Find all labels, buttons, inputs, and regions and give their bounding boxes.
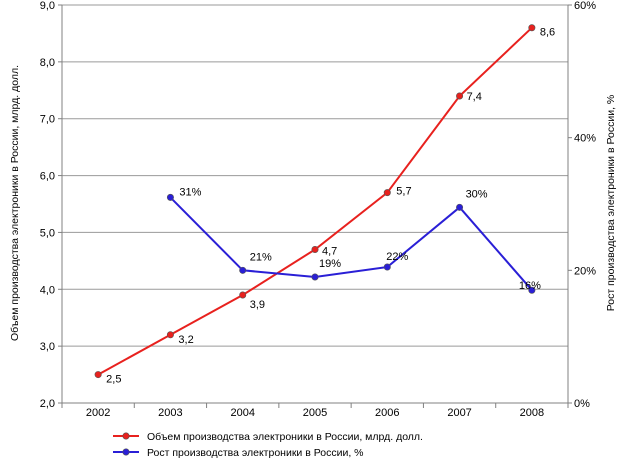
x-tick-label: 2002: [86, 407, 110, 419]
x-tick-label: 2003: [158, 407, 182, 419]
x-tick-label: 2008: [520, 407, 544, 419]
data-label: 2,5: [106, 374, 121, 386]
data-label: 31%: [179, 186, 201, 198]
data-label: 4,7: [322, 245, 337, 257]
left-axis-title: Объем производства электроники в России,…: [9, 65, 21, 341]
series-2-point: [383, 263, 391, 271]
data-labels: 2,5 3,2 3,9 4,7 5,7 7,4 8,6 31% 21% 19% 22% 30% 16%: [106, 27, 555, 386]
right-axis-title: Рост производства электроники в России, …: [605, 95, 617, 312]
legend: Объем производства электроники в России,…: [113, 431, 423, 458]
x-tick-label: 2005: [303, 407, 327, 419]
left-tick-label: 9,0: [40, 0, 55, 12]
series-1-point: [456, 92, 464, 100]
series-line-2: [169, 196, 533, 291]
series-1-point: [166, 331, 174, 339]
series-2-point: [239, 266, 247, 274]
left-tick-label: 6,0: [40, 171, 55, 183]
data-label: 5,7: [396, 186, 411, 198]
left-tick-label: 8,0: [40, 57, 55, 69]
data-label: 8,6: [540, 27, 555, 39]
right-tick-label: 60%: [574, 0, 596, 12]
left-tick-label: 7,0: [40, 114, 55, 126]
data-label: 30%: [466, 188, 488, 200]
x-tick-label: 2004: [230, 407, 254, 419]
axes: [58, 4, 572, 408]
series-1-point: [528, 24, 536, 32]
series-2-point: [311, 273, 319, 281]
left-tick-label: 5,0: [40, 227, 55, 239]
left-axis-ticks: 2,0 3,0 4,0 5,0 6,0 7,0 8,0 9,0: [40, 0, 55, 410]
x-tick-label: 2006: [375, 407, 399, 419]
legend-swatch-marker: [122, 448, 130, 456]
legend-label: Объем производства электроники в России,…: [147, 431, 423, 443]
x-axis-ticks: 2002 2003 2004 2005 2006 2007 2008: [86, 407, 544, 419]
legend-swatch-marker: [122, 432, 130, 440]
series-2-point: [456, 203, 464, 211]
right-axis-ticks: 0% 20% 40% 60%: [574, 0, 596, 410]
data-label: 21%: [250, 251, 272, 263]
right-tick-label: 20%: [574, 265, 596, 277]
legend-label: Рост производства электроники в России, …: [147, 447, 364, 458]
series-1-point: [94, 371, 102, 379]
series-1-point: [383, 189, 391, 197]
right-tick-label: 0%: [574, 398, 590, 410]
left-tick-label: 2,0: [40, 398, 55, 410]
right-tick-label: 40%: [574, 133, 596, 145]
data-label: 3,2: [178, 334, 193, 346]
data-label: 7,4: [467, 91, 482, 103]
series-line-1: [97, 26, 533, 376]
series-2-point: [166, 193, 174, 201]
data-label: 19%: [319, 258, 341, 270]
left-tick-label: 4,0: [40, 284, 55, 296]
series-2-point: [528, 286, 536, 294]
left-tick-label: 3,0: [40, 341, 55, 353]
series-1-point: [311, 245, 319, 253]
data-label: 22%: [386, 251, 408, 263]
data-label: 16%: [519, 280, 541, 292]
series-1-point: [239, 291, 247, 299]
data-label: 3,9: [250, 299, 265, 311]
series-layer: [94, 24, 536, 379]
gridlines: [62, 4, 568, 404]
x-tick-label: 2007: [447, 407, 471, 419]
